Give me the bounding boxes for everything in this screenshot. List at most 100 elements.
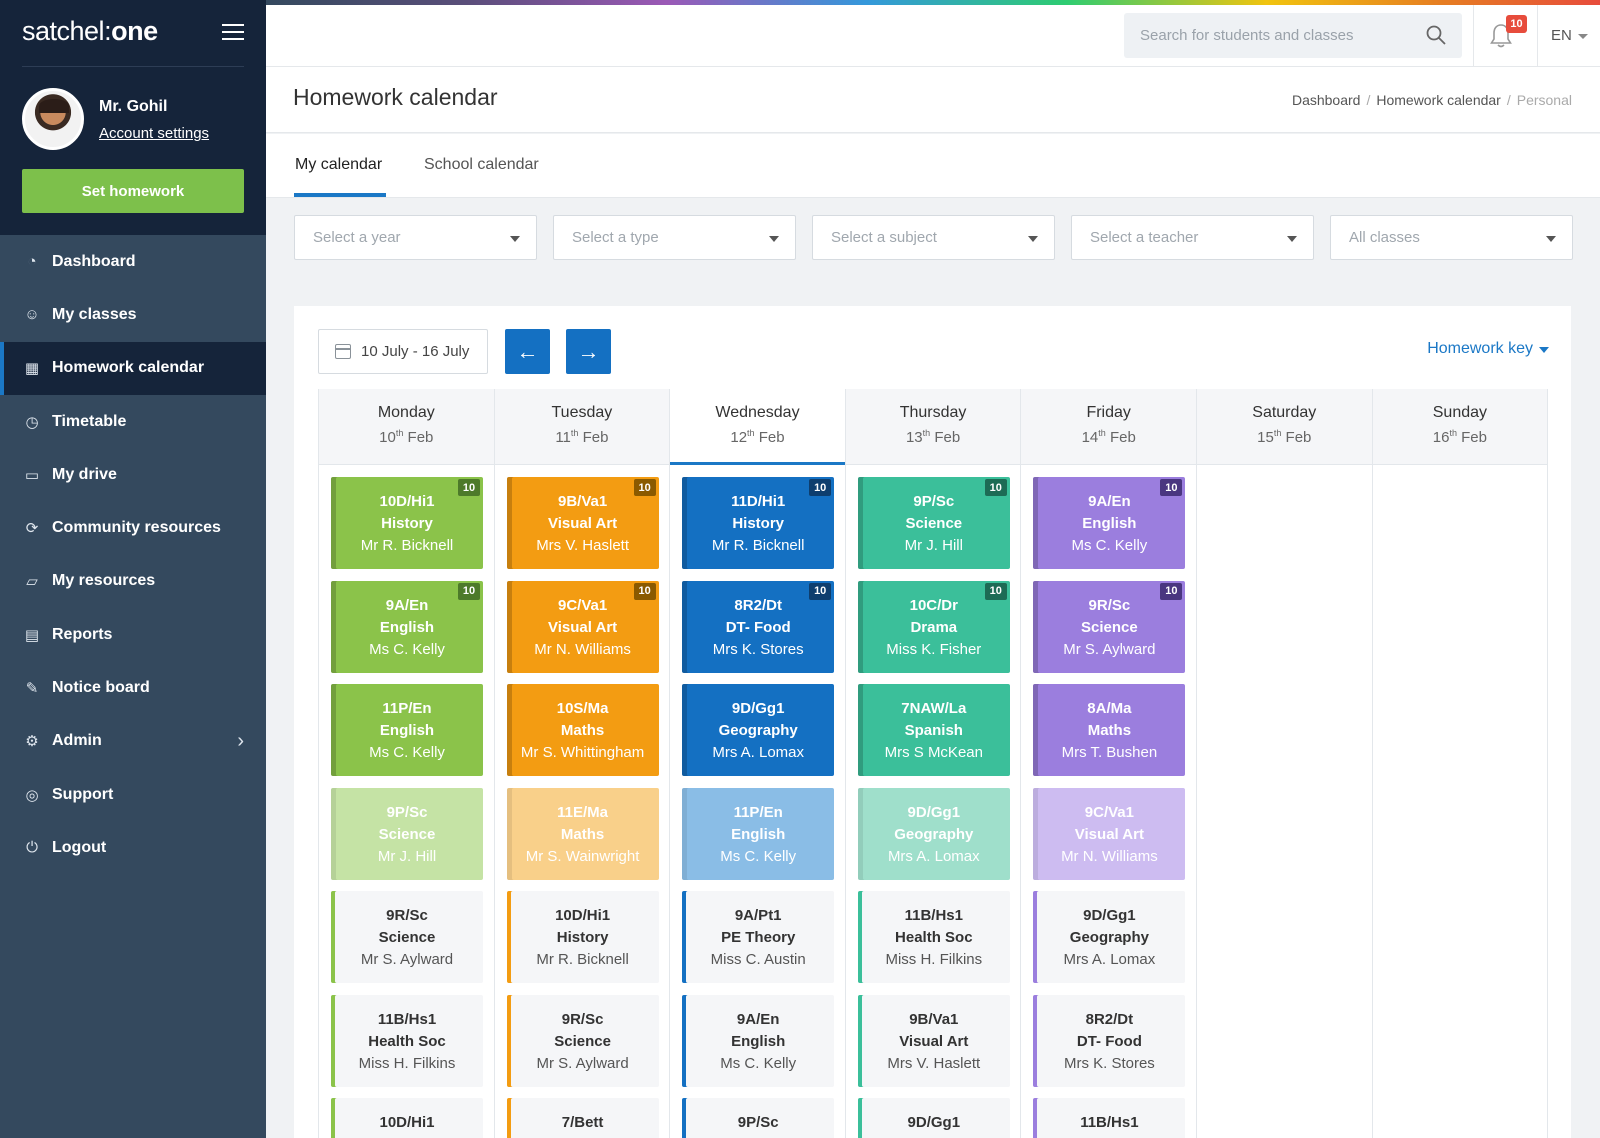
homework-class-code: 9D/Gg1 <box>907 1114 961 1131</box>
homework-card[interactable]: 9A/Pt1 PE Theory Miss C. Austin <box>682 891 835 983</box>
lifebuoy-icon: ◎ <box>25 786 39 804</box>
homework-card[interactable]: 10D/Hi1 History Mr R. Bicknell 10 <box>331 477 483 569</box>
sidebar-item-label: My classes <box>52 305 137 323</box>
homework-subject: Health Soc <box>895 929 973 946</box>
homework-teacher: Mr S. Aylward <box>1063 640 1156 658</box>
set-homework-button[interactable]: Set homework <box>22 169 244 213</box>
homework-card[interactable]: 11B/Hs1 Health Soc <box>1033 1098 1186 1138</box>
breadcrumb-homework-calendar[interactable]: Homework calendar <box>1376 92 1501 108</box>
homework-card[interactable]: 9A/En English Ms C. Kelly 10 <box>331 580 483 673</box>
homework-teacher: Mr S. Wainwright <box>525 847 640 865</box>
homework-card[interactable]: 9D/Gg1 Geography Mrs A. Lomax <box>857 787 1010 880</box>
language-selector[interactable]: EN <box>1551 27 1572 44</box>
page-title: Homework calendar <box>293 84 498 110</box>
day-name: Wednesday <box>715 404 800 421</box>
homework-card[interactable]: 9D/Gg1 Geography <box>857 1098 1010 1138</box>
sidebar-item-homework-calendar[interactable]: ▦ Homework calendar <box>0 341 266 395</box>
homework-card[interactable]: 10D/Hi1 History <box>331 1098 483 1138</box>
homework-subject: History <box>381 515 433 532</box>
homework-card[interactable]: 9D/Gg1 Geography Mrs A. Lomax <box>682 684 835 776</box>
day-column-sunday: Sunday 16th Feb <box>1372 389 1549 1138</box>
sidebar-item-label: Admin <box>52 732 102 750</box>
sidebar-header: satchel:one Mr. Gohil Account settings S… <box>0 0 266 235</box>
class-select[interactable]: All classes <box>1330 215 1573 260</box>
homework-card[interactable]: 8R2/Dt DT- Food Mrs K. Stores 10 <box>682 580 835 673</box>
tab-my-calendar[interactable]: My calendar <box>295 156 383 173</box>
homework-card[interactable]: 7NAW/La Spanish Mrs S McKean <box>857 684 1010 776</box>
year-select[interactable]: Select a year <box>294 215 537 260</box>
homework-card[interactable]: 11D/Hi1 History Mr R. Bicknell 10 <box>682 477 835 569</box>
sidebar-item-community-resources[interactable]: ⟳ Community resources <box>0 501 266 554</box>
sidebar-item-reports[interactable]: ▤ Reports <box>0 608 266 661</box>
day-header: Thursday 13th Feb <box>845 389 1021 465</box>
caret-down-icon[interactable] <box>1539 347 1549 353</box>
sidebar-item-my-resources[interactable]: ▱ My resources <box>0 555 266 608</box>
homework-card[interactable]: 9B/Va1 Visual Art Mrs V. Haslett 10 <box>506 477 659 569</box>
homework-count-badge: 10 <box>984 582 1007 600</box>
date-range-picker[interactable]: 10 July - 16 July <box>318 329 488 374</box>
caret-down-icon <box>1546 236 1556 242</box>
breadcrumb-dashboard[interactable]: Dashboard <box>1291 92 1361 108</box>
homework-class-code: 10D/Hi1 <box>379 1114 435 1131</box>
next-week-button[interactable]: → <box>566 329 611 374</box>
sidebar-item-logout[interactable]: ⏻ Logout <box>0 821 266 874</box>
sidebar-item-label: Dashboard <box>52 252 136 270</box>
subject-select[interactable]: Select a subject <box>812 215 1055 260</box>
sidebar-item-notice-board[interactable]: ✎ Notice board <box>0 661 266 714</box>
teacher-select[interactable]: Select a teacher <box>1071 215 1314 260</box>
previous-week-button[interactable]: ← <box>505 329 550 374</box>
homework-card[interactable]: 9C/Va1 Visual Art Mr N. Williams <box>1033 787 1186 880</box>
homework-teacher: Mrs A. Lomax <box>887 847 980 865</box>
homework-count-badge: 10 <box>633 479 656 496</box>
homework-class-code: 10S/Ma <box>556 700 609 717</box>
tab-school-calendar[interactable]: School calendar <box>424 156 539 173</box>
logo[interactable]: satchel:one <box>22 16 158 46</box>
homework-teacher: Ms C. Kelly <box>1071 537 1148 554</box>
bell-icon[interactable] <box>1489 23 1513 49</box>
homework-card[interactable]: 9R/Sc Science Mr S. Aylward <box>331 891 483 983</box>
homework-card[interactable]: 11P/En English Ms C. Kelly <box>331 684 483 776</box>
sidebar-item-timetable[interactable]: ◷ Timetable <box>0 395 266 448</box>
homework-card[interactable]: 9D/Gg1 Geography Mrs A. Lomax <box>1033 891 1186 983</box>
menu-icon[interactable] <box>222 24 244 40</box>
homework-card[interactable]: 9A/En English Ms C. Kelly <box>682 994 835 1087</box>
homework-card[interactable]: 9P/Sc Science Mr J. Hill 10 <box>857 477 1010 569</box>
homework-card[interactable]: 10S/Ma Maths Mr S. Whittingham <box>506 684 659 776</box>
sidebar-item-support[interactable]: ◎ Support <box>0 768 266 821</box>
chevron-right-icon[interactable]: › <box>237 729 244 752</box>
homework-card[interactable]: 10C/Dr Drama Miss K. Fisher 10 <box>857 580 1010 673</box>
homework-key-dropdown[interactable]: Homework key <box>1427 340 1533 357</box>
sidebar-item-admin[interactable]: ⚙ Admin › <box>0 715 266 768</box>
caret-down-icon[interactable] <box>1578 34 1588 39</box>
homework-class-code: 8R2/Dt <box>1085 1010 1134 1028</box>
homework-subject: Maths <box>560 722 605 739</box>
account-settings-link[interactable]: Account settings <box>99 125 210 142</box>
homework-card[interactable]: 10D/Hi1 History Mr R. Bicknell <box>506 891 659 983</box>
homework-card[interactable]: 7/Bett Woodwork <box>506 1098 659 1138</box>
search-input[interactable] <box>1124 13 1462 58</box>
search-icon[interactable] <box>1426 25 1446 45</box>
homework-card[interactable]: 9R/Sc Science Mr S. Aylward 10 <box>1033 580 1186 673</box>
sidebar-item-my-classes[interactable]: ☺ My classes <box>0 288 266 341</box>
homework-card[interactable]: 11P/En English Ms C. Kelly <box>682 787 835 880</box>
homework-subject: English <box>731 1032 786 1050</box>
type-select[interactable]: Select a type <box>553 215 796 260</box>
homework-card[interactable]: 8R2/Dt DT- Food Mrs K. Stores <box>1033 994 1186 1087</box>
homework-card[interactable]: 9A/En English Ms C. Kelly 10 <box>1033 477 1186 569</box>
homework-card[interactable]: 11B/Hs1 Health Soc Miss H. Filkins <box>857 891 1010 983</box>
homework-card[interactable]: 11B/Hs1 Health Soc Miss H. Filkins <box>331 994 483 1087</box>
homework-class-code: 8R2/Dt <box>734 596 782 614</box>
homework-card[interactable]: 8A/Ma Maths Mrs T. Bushen <box>1033 684 1186 776</box>
sidebar-item-dashboard[interactable]: ◔ Dashboard <box>0 235 266 288</box>
homework-card[interactable]: 9R/Sc Science Mr S. Aylward <box>506 994 659 1087</box>
homework-card[interactable]: 9P/Sc Science <box>682 1098 835 1138</box>
homework-subject: Woodwork <box>507 1134 659 1138</box>
sidebar-item-my-drive[interactable]: ▭ My drive <box>0 448 266 501</box>
homework-teacher: Mr N. Williams <box>534 640 631 658</box>
homework-card[interactable]: 9P/Sc Science Mr J. Hill <box>331 787 483 880</box>
homework-card[interactable]: 9C/Va1 Visual Art Mr N. Williams 10 <box>506 580 659 673</box>
homework-class-code: 10C/Dr <box>909 596 958 614</box>
day-date: 10th Feb <box>379 428 434 446</box>
homework-card[interactable]: 11E/Ma Maths Mr S. Wainwright <box>506 787 659 880</box>
homework-card[interactable]: 9B/Va1 Visual Art Mrs V. Haslett <box>857 994 1010 1087</box>
